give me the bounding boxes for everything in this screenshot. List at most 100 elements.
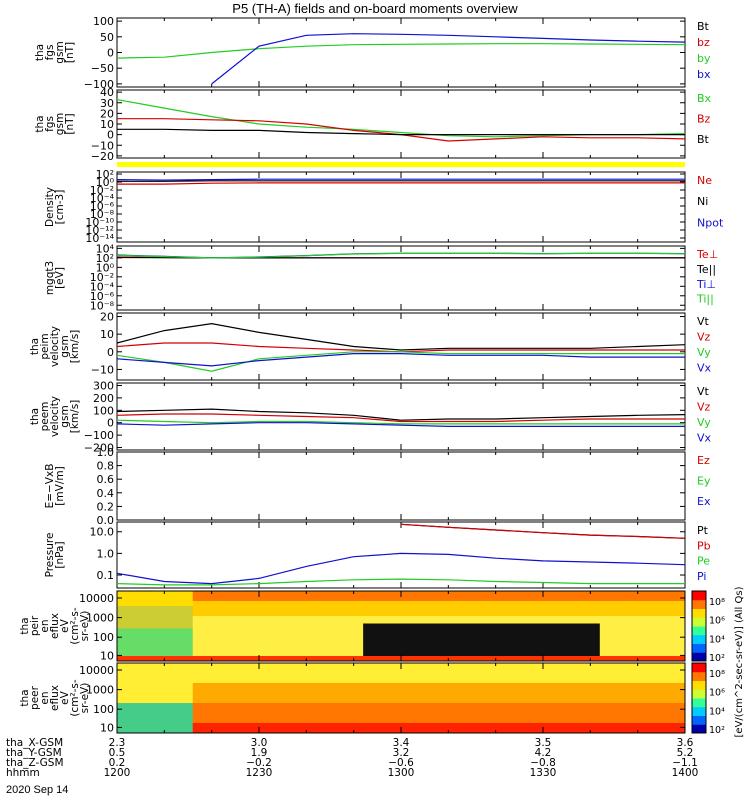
spectrogram-cell [543,665,553,669]
legend-entry: Pe [697,555,710,568]
colorbar-segment [692,671,706,681]
spectrogram-cell [448,626,459,629]
spectrogram-cell [277,633,288,637]
spectrogram-cell [173,626,184,629]
spectrogram-cell [344,606,355,609]
spectrogram-cell [543,628,553,632]
spectrogram-cell [429,673,440,676]
spectrogram-cell [647,693,658,696]
spectrogram-cell [419,708,430,711]
spectrogram-cell [183,626,194,629]
spectrogram-cell [306,591,317,594]
spectrogram-cell [647,708,658,711]
spectrogram-cell [401,680,411,684]
spectrogram-cell [325,698,336,701]
spectrogram-cell [117,680,127,684]
spectrogram-cell [202,643,213,647]
spectrogram-cell [334,723,345,726]
series-line-Pb [400,523,686,539]
spectrogram-cell [429,690,440,694]
spectrogram-cell [363,673,374,676]
spectrogram-cell [561,601,572,604]
spectrogram-cell [561,715,572,719]
y-tick-label: −20 [91,150,114,163]
spectrogram-cell [353,638,364,642]
spectrogram-cell [675,633,686,637]
spectrogram-cell [173,710,184,714]
spectrogram-cell [561,685,572,689]
spectrogram-cell [363,611,374,614]
spectrogram-cell [164,690,175,694]
spectrogram-cell [164,703,175,706]
spectrogram-cell [628,603,639,607]
spectrogram-cell [524,628,535,632]
spectrogram-cell [192,616,203,619]
y-axis-label: gsm [54,113,66,135]
spectrogram-cell [666,618,677,622]
spectrogram-cell [401,603,411,607]
spectrogram-cell [249,603,260,607]
spectrogram-cell [590,598,601,602]
spectrogram-cell [486,603,497,607]
spectrogram-cell [240,693,251,696]
spectrogram-cell [505,695,516,699]
spectrogram-cell [486,633,497,637]
spectrogram-cell [590,703,601,706]
spectrogram-cell [315,631,326,634]
spectrogram-cell [675,663,686,666]
spectrogram-cell [571,638,582,642]
spectrogram-cell [429,593,440,597]
spectrogram-cell [287,636,298,639]
spectrogram-cell [401,668,411,671]
spectrogram-cell [173,728,184,731]
spectrogram-cell [315,653,326,657]
y-axis-label: eV [59,690,71,704]
spectrogram-cell [628,641,639,644]
spectrogram-cell [277,688,288,691]
spectrogram-cell [505,683,516,686]
spectrogram-cell [325,603,336,607]
spectrogram-cell [618,665,629,669]
spectrogram-cell [268,715,279,719]
spectrogram-cell [533,653,544,657]
spectrogram-cell [363,621,374,624]
spectrogram-cell [505,723,516,726]
spectrogram-cell [259,636,269,639]
spectrogram-cell [173,656,184,659]
spectrogram-cell [419,698,430,701]
spectrogram-cell [666,608,677,612]
spectrogram-cell [287,678,298,681]
spectrogram-cell [126,638,137,642]
y-axis-label: [mV/m] [54,466,66,505]
spectrogram-cell [126,703,137,706]
spectrogram-cell [344,690,355,694]
spectrogram-cell [372,703,383,706]
spectrogram-cell [391,663,402,666]
spectrogram-cell [135,606,146,609]
spectrogram-cell [514,695,525,699]
legend-entry: Vz [697,401,711,414]
spectrogram-cell [599,628,610,632]
spectrogram-cell [637,705,648,709]
spectrogram-cell [353,633,364,637]
spectrogram-cell [457,700,468,704]
colorbar-segment [692,724,706,734]
axis-cell: 1400 [672,767,699,779]
spectrogram-cell [647,725,658,729]
spectrogram-cell [296,693,307,696]
spectrogram-cell [448,616,459,619]
y-tick-label: 0 [107,47,114,60]
spectrogram-cell [599,656,610,659]
spectrogram-cell [353,646,364,649]
colorbar-tick-label: 10⁶ [709,616,725,627]
spectrogram-cell [457,675,468,679]
spectrogram-cell [126,698,137,701]
spectrogram-cell [590,705,601,709]
spectrogram-cell [637,730,648,734]
spectrogram-cell [647,695,658,699]
spectrogram-cell [457,725,468,729]
spectrogram-cell [230,596,241,599]
spectrogram-cell [211,616,222,619]
spectrogram-cell [618,675,629,679]
spectrogram-cell [618,648,629,652]
